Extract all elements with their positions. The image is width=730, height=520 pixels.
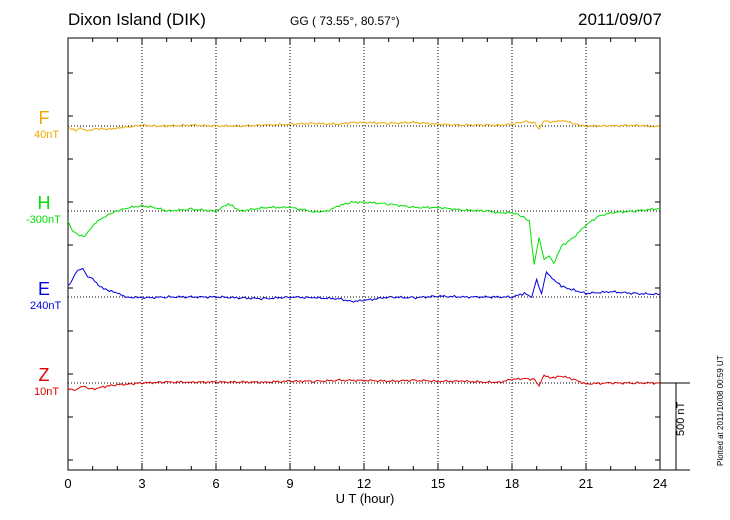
x-tick-label: 18: [504, 476, 520, 491]
x-tick-label: 24: [652, 476, 668, 491]
station-coordinates: GG ( 73.55°, 80.57°): [290, 14, 400, 28]
trace-e: [67, 267, 661, 303]
component-label-e: E: [37, 279, 50, 299]
x-tick-label: 12: [356, 476, 372, 491]
plot-date: 2011/09/07: [578, 10, 662, 29]
baseline-label-e: 240nT: [30, 300, 62, 312]
plotted-timestamp: Plotted at 2011/10/08 00:59 UT: [716, 355, 725, 466]
x-tick-label: 21: [578, 476, 594, 491]
component-label-z: Z: [38, 365, 50, 385]
scale-bar-label: 500 nT: [675, 401, 687, 436]
baseline-label-z: 10nT: [34, 386, 60, 398]
x-tick-label: 3: [138, 476, 146, 491]
trace-z: [67, 374, 660, 391]
baseline-label-h: -300nT: [26, 214, 61, 226]
x-tick-label: 15: [430, 476, 446, 491]
x-tick-label: 0: [64, 476, 72, 491]
component-label-f: F: [38, 108, 50, 128]
component-label-h: H: [37, 193, 51, 213]
x-axis-label: U T (hour): [335, 491, 395, 506]
station-title: Dixon Island (DIK): [68, 10, 206, 29]
trace-h: [67, 201, 661, 265]
trace-f: [67, 119, 661, 132]
x-tick-label: 6: [212, 476, 220, 491]
baseline-label-f: 40nT: [34, 129, 60, 141]
x-tick-label: 9: [286, 476, 294, 491]
